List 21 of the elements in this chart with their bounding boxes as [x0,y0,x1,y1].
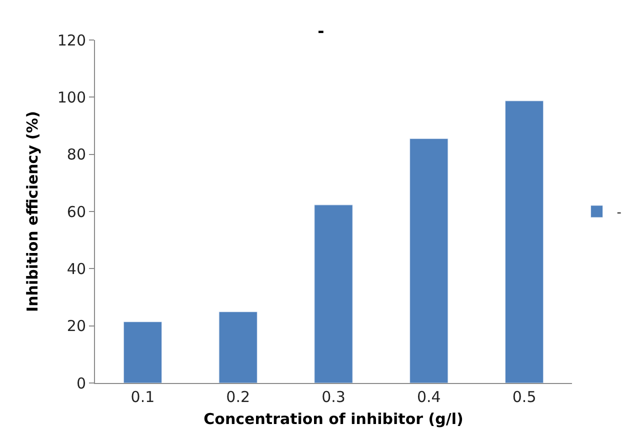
x-tick-label: 0.1 [130,388,155,406]
y-axis-title: Inhibition efficiency (%) [24,111,42,312]
bar [504,100,544,383]
bar [314,204,353,383]
y-tick-label: 0 [76,374,86,392]
y-tick-label: 40 [66,260,86,278]
bar [218,312,258,383]
legend-label: - [616,206,622,221]
x-tick-label: 0.5 [512,388,536,406]
y-tick-label: 20 [66,317,86,336]
bar [410,138,448,383]
y-tick-label: 80 [66,146,86,164]
y-tick-label: 60 [66,202,86,221]
chart-title: - [318,22,324,41]
x-tick-label: 0.4 [416,388,441,406]
x-tick-label: 0.3 [322,388,346,406]
x-axis-title: Concentration of inhibitor (g/l) [204,410,464,428]
x-tick-label: 0.2 [226,388,250,406]
y-tick-label: 120 [57,31,86,50]
y-tick-label: 100 [57,88,86,106]
bar [123,322,162,383]
